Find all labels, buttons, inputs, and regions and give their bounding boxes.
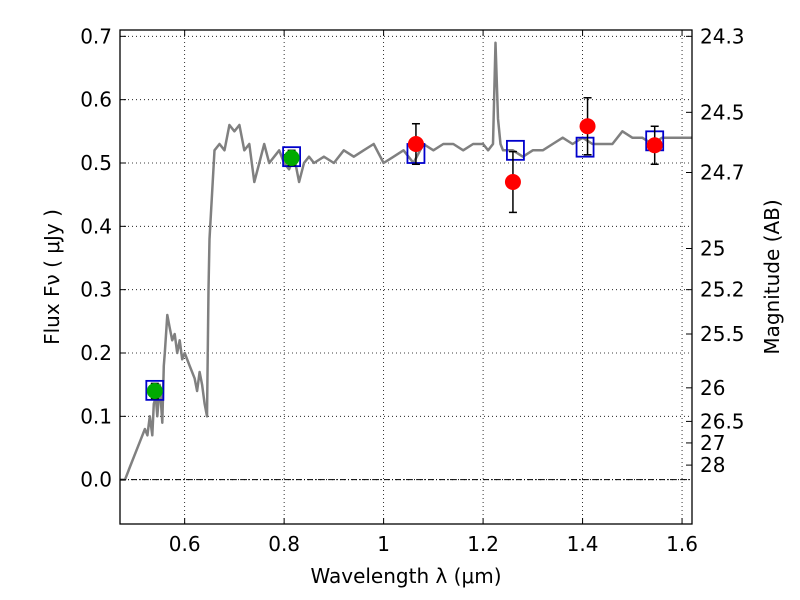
y-tick-label: 0.1 (80, 404, 112, 428)
right-axis-title: Magnitude (AB) (760, 199, 784, 354)
x-axis-title: Wavelength λ (μm) (310, 564, 501, 588)
x-tick-label: 1 (377, 532, 390, 556)
right-tick-label: 24.7 (700, 161, 745, 185)
x-tick-label: 1.6 (666, 532, 698, 556)
data-point (283, 149, 300, 166)
plot-frame (119, 29, 693, 525)
right-tick-label: 25.2 (700, 278, 745, 302)
right-tick-label: 26.5 (700, 409, 745, 433)
x-tick-label: 1.4 (567, 532, 599, 556)
grid-lines (120, 30, 692, 524)
right-tick-label: 27 (700, 431, 725, 455)
data-point (579, 118, 596, 135)
model-spectrum-line (120, 41, 692, 481)
data-point (504, 174, 521, 190)
right-tick-label: 24.3 (700, 24, 745, 48)
y-tick-label: 0.7 (80, 24, 112, 48)
x-tick-label: 0.6 (169, 532, 201, 556)
y-tick-label: 0.5 (80, 151, 112, 175)
data-markers (145, 97, 665, 401)
y-tick-label: 0.4 (80, 214, 112, 238)
y-tick-label: 0.0 (80, 468, 112, 492)
x-tick-label: 0.8 (268, 532, 300, 556)
y-axis-title: Flux Fν ( μJy ) (40, 209, 64, 345)
right-tick-label: 25 (700, 237, 725, 261)
right-tick-label: 25.5 (700, 322, 745, 346)
right-tick-label: 26 (700, 376, 725, 400)
x-tick-label: 1.2 (467, 532, 499, 556)
data-point (646, 137, 663, 154)
model-photometry-square (145, 379, 165, 401)
right-tick-label: 28 (700, 453, 725, 477)
data-point (407, 136, 424, 152)
y-tick-label: 0.3 (80, 278, 112, 302)
right-tick-label: 24.5 (700, 100, 745, 124)
data-point (146, 383, 163, 399)
y-tick-label: 0.6 (80, 88, 112, 112)
axis-ticks: 0.6 0.8 1 1.2 1.4 1.6 0.0 0.1 0.2 0.3 0.4 0.5 0.6 0.7… (80, 24, 744, 556)
model-photometry-square (506, 139, 525, 161)
model-photometry-square (575, 136, 595, 158)
y-tick-label: 0.2 (80, 341, 112, 365)
